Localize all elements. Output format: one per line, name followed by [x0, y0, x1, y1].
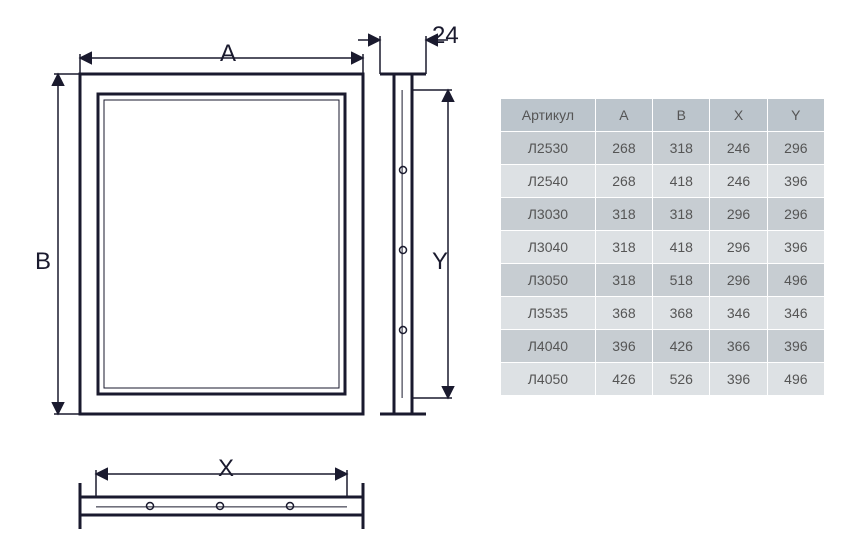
table-cell: 296 — [767, 132, 824, 165]
table-cell: 396 — [767, 165, 824, 198]
table-row: Л3535368368346346 — [501, 297, 825, 330]
table-cell: 518 — [653, 264, 710, 297]
table-cell: 296 — [710, 231, 767, 264]
table-cell: 418 — [653, 165, 710, 198]
table-cell: 496 — [767, 264, 824, 297]
table-cell: 396 — [595, 330, 652, 363]
table-cell: 396 — [767, 231, 824, 264]
dim-label-B: B — [35, 248, 51, 276]
table-cell: 368 — [595, 297, 652, 330]
table-row: Л3040318418296396 — [501, 231, 825, 264]
dim-label-Y: Y — [432, 248, 448, 276]
table-cell: Л2540 — [501, 165, 596, 198]
table-cell: Л3040 — [501, 231, 596, 264]
table-cell: Л3050 — [501, 264, 596, 297]
table-cell: 346 — [710, 297, 767, 330]
table-row: Л4040396426366396 — [501, 330, 825, 363]
dim-label-A: A — [220, 40, 236, 68]
table-cell: 318 — [653, 132, 710, 165]
table-cell: Л3030 — [501, 198, 596, 231]
table-cell: 418 — [653, 231, 710, 264]
table-cell: 496 — [767, 363, 824, 396]
table-row: Л3050318518296496 — [501, 264, 825, 297]
table-header: Артикул — [501, 99, 596, 132]
table-cell: 426 — [595, 363, 652, 396]
table-cell: 296 — [710, 264, 767, 297]
table-cell: 366 — [710, 330, 767, 363]
table-header: Y — [767, 99, 824, 132]
table-cell: 268 — [595, 132, 652, 165]
table-cell: 318 — [595, 231, 652, 264]
table-cell: 526 — [653, 363, 710, 396]
table-row: Л4050426526396496 — [501, 363, 825, 396]
table-cell: Л4050 — [501, 363, 596, 396]
table-header: A — [595, 99, 652, 132]
table-cell: Л4040 — [501, 330, 596, 363]
table-cell: 296 — [710, 198, 767, 231]
table-cell: 268 — [595, 165, 652, 198]
table-row: Л3030318318296296 — [501, 198, 825, 231]
table-header: X — [710, 99, 767, 132]
table-header: B — [653, 99, 710, 132]
dim-label-X: X — [218, 455, 234, 483]
table-row: Л2530268318246296 — [501, 132, 825, 165]
table-cell: Л3535 — [501, 297, 596, 330]
table-cell: 368 — [653, 297, 710, 330]
table-cell: 396 — [710, 363, 767, 396]
dimensions-table: АртикулABXY Л2530268318246296Л2540268418… — [500, 98, 825, 396]
table-cell: 396 — [767, 330, 824, 363]
table-cell: 246 — [710, 165, 767, 198]
dim-label-24: 24 — [432, 22, 459, 50]
table-cell: 318 — [595, 198, 652, 231]
table-cell: 318 — [653, 198, 710, 231]
table-cell: 318 — [595, 264, 652, 297]
table-row: Л2540268418246396 — [501, 165, 825, 198]
table-cell: 246 — [710, 132, 767, 165]
table-cell: 296 — [767, 198, 824, 231]
table-cell: Л2530 — [501, 132, 596, 165]
table-cell: 426 — [653, 330, 710, 363]
table-cell: 346 — [767, 297, 824, 330]
